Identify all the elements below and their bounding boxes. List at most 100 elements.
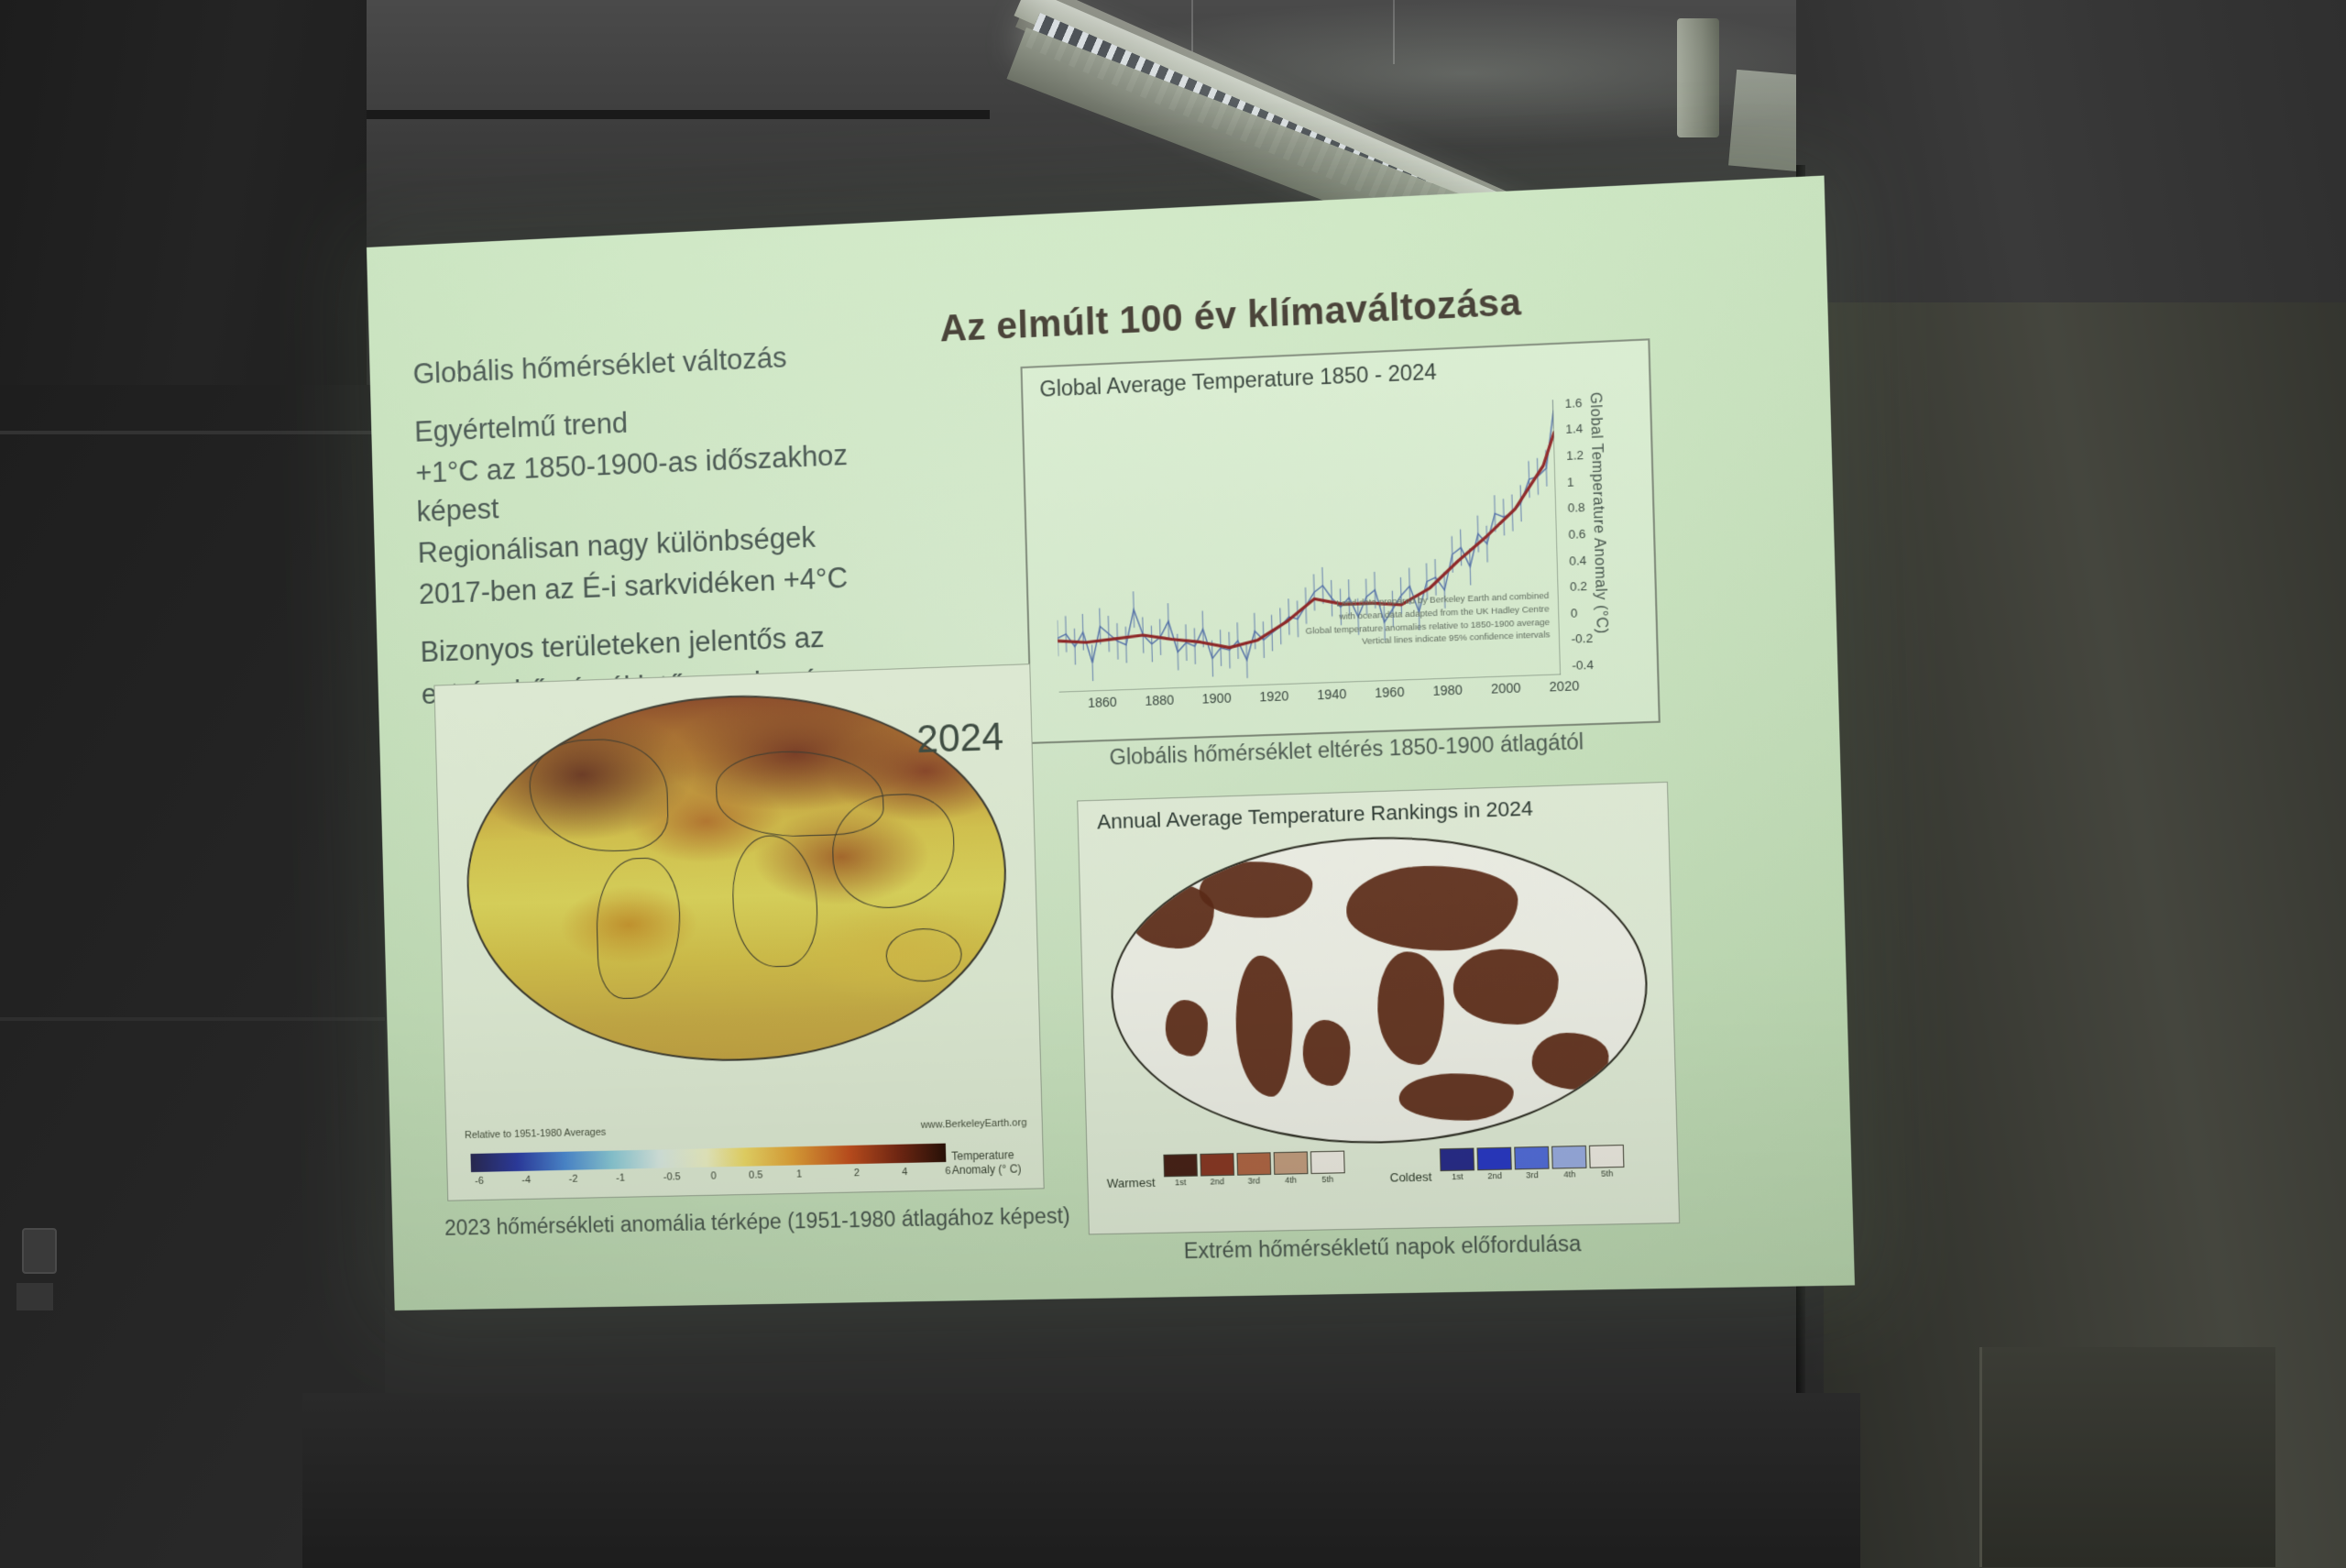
floor [302, 1393, 1860, 1568]
left-map-caption: 2023 hőmérsékleti anomália térképe (1951… [444, 1203, 1071, 1240]
continent-outline [730, 834, 819, 969]
chart-x-tick: 2020 [1549, 677, 1580, 695]
rank-swatch-label: 3rd [1247, 1175, 1261, 1186]
rank-swatch: 2nd [1476, 1146, 1513, 1181]
rank-region [1376, 950, 1446, 1066]
rank-swatch-color [1310, 1150, 1345, 1174]
door [1979, 1347, 2275, 1567]
bullet-list: Globális hőmérséklet változás Egyértelmű… [412, 334, 896, 728]
right-map-caption: Extrém hőmérsékletű napok előfordulása [1183, 1231, 1582, 1264]
projection-screen: Az elmúlt 100 év klímaváltozása Globális… [367, 175, 1855, 1311]
colorbar-tick: 6 [945, 1165, 951, 1178]
bullet-item: Globális hőmérséklet változás [412, 341, 788, 390]
colorbar-tick: 2 [853, 1168, 861, 1179]
chart-x-tick: 1940 [1316, 685, 1347, 703]
rank-region [1530, 1031, 1610, 1091]
chart-y-tick: 1.4 [1565, 422, 1584, 437]
legend-coldest: Coldest 1st 2nd 3rd 4th 5th [1389, 1144, 1625, 1185]
wall-socket [16, 1283, 53, 1310]
chart-y-tick: 1.2 [1565, 447, 1584, 464]
chart-x-tick: 1880 [1144, 692, 1175, 708]
colorbar-tick: 0 [710, 1170, 717, 1182]
rank-swatch: 3rd [1514, 1146, 1550, 1179]
chart-y-tick: 0 [1570, 605, 1578, 620]
rank-swatch-label: 4th [1284, 1175, 1298, 1185]
chart-y-tick: 1 [1566, 474, 1574, 489]
rank-region [1345, 863, 1519, 954]
anomaly-map-panel: 2024 Relative to 1951-1980 Averages www.… [433, 663, 1045, 1201]
chart-y-tick: 1.6 [1564, 395, 1583, 411]
colorbar-tick: -0.5 [663, 1171, 681, 1183]
chart-y-tick: 0.4 [1569, 553, 1587, 568]
rank-region [1398, 1071, 1515, 1123]
colorbar-tick: -1 [616, 1172, 626, 1184]
rank-swatch: 4th [1273, 1151, 1308, 1185]
continent-outline [884, 927, 963, 983]
colorbar-tick: 4 [902, 1166, 908, 1179]
rank-swatch-label: 2nd [1487, 1170, 1503, 1181]
ceiling-pillar [1677, 18, 1719, 137]
rank-swatch-label: 1st [1174, 1177, 1187, 1188]
map-relative-note: Relative to 1951-1980 Averages [464, 1126, 607, 1142]
wall-seam [0, 431, 385, 434]
map-year-badge: 2024 [915, 714, 1004, 762]
continent-outline [528, 737, 670, 854]
rank-swatch-label: 4th [1563, 1168, 1576, 1179]
rank-swatch-color [1551, 1145, 1587, 1169]
temperature-line-chart: Global Average Temperature 1850 - 2024 1… [1020, 338, 1661, 744]
rank-region [1301, 1019, 1352, 1087]
rank-swatch-color [1439, 1147, 1475, 1171]
chart-annotation: Land data prepared by Berkeley Earth and… [1263, 590, 1550, 652]
projection-area: Az elmúlt 100 év klímaváltozása Globális… [367, 175, 1855, 1329]
rank-swatch: 2nd [1199, 1152, 1234, 1187]
colorbar-label-line2: Anomaly (° C) [951, 1161, 1022, 1177]
map-source-url: www.BerkeleyEarth.org [920, 1117, 1027, 1131]
rank-swatch: 1st [1162, 1153, 1198, 1188]
colorbar-label-line1: Temperature [951, 1148, 1014, 1164]
rank-swatch-color [1199, 1152, 1234, 1177]
chart-x-tick: 1980 [1432, 682, 1464, 698]
rank-swatch-color [1235, 1151, 1271, 1176]
legend-warmest-label: Warmest [1106, 1175, 1156, 1190]
rankings-map-panel: Annual Average Temperature Rankings in 2… [1077, 781, 1681, 1235]
chart-x-tick: 1920 [1259, 687, 1289, 705]
colorbar-tick: -4 [521, 1174, 532, 1186]
rank-swatch-color [1514, 1146, 1550, 1170]
chart-x-tick: 1900 [1201, 690, 1232, 707]
rank-swatch-label: 2nd [1210, 1176, 1225, 1187]
rank-swatch: 1st [1439, 1147, 1475, 1181]
rank-swatch: 4th [1551, 1145, 1587, 1179]
rank-region [1452, 947, 1560, 1026]
chart-y-tick: -0.2 [1571, 630, 1594, 647]
rank-region [1233, 954, 1295, 1098]
colorbar-tick: 1 [796, 1168, 803, 1180]
ceiling-gap [348, 110, 990, 119]
colorbar-label: Temperature Anomaly (° C) [951, 1148, 1036, 1177]
rank-swatch-label: 1st [1452, 1171, 1464, 1181]
rank-swatch-color [1589, 1144, 1625, 1168]
wall-left-lower [0, 385, 385, 1568]
rank-swatch: 3rd [1235, 1151, 1271, 1186]
rank-swatch-color [1476, 1146, 1512, 1170]
slide: Az elmúlt 100 év klímaváltozása Globális… [367, 175, 1855, 1311]
rank-swatch: 5th [1310, 1150, 1345, 1184]
rankings-map-title: Annual Average Temperature Rankings in 2… [1096, 795, 1534, 834]
world-rankings-globe [1107, 828, 1652, 1149]
chart-y-tick: 0.8 [1567, 499, 1585, 516]
legend-warmest: Warmest 1st 2nd 3rd 4th 5th [1106, 1150, 1345, 1190]
chart-y-tick: -0.4 [1572, 657, 1595, 673]
colorbar-tick: -2 [568, 1173, 578, 1185]
suspension-wire [1393, 0, 1395, 64]
chart-x-tick: 1960 [1374, 684, 1405, 701]
slide-title: Az elmúlt 100 év klímaváltozása [938, 281, 1522, 350]
rank-swatch-label: 3rd [1526, 1169, 1539, 1180]
rank-swatch-label: 5th [1321, 1174, 1334, 1184]
rank-region [1198, 860, 1314, 920]
rank-swatch: 5th [1589, 1144, 1625, 1179]
rank-region [1165, 999, 1209, 1058]
chart-x-tick: 2000 [1490, 680, 1521, 696]
chart-title: Global Average Temperature 1850 - 2024 [1039, 359, 1438, 401]
rank-swatch-color [1273, 1151, 1308, 1175]
rank-swatch-color [1162, 1153, 1198, 1178]
